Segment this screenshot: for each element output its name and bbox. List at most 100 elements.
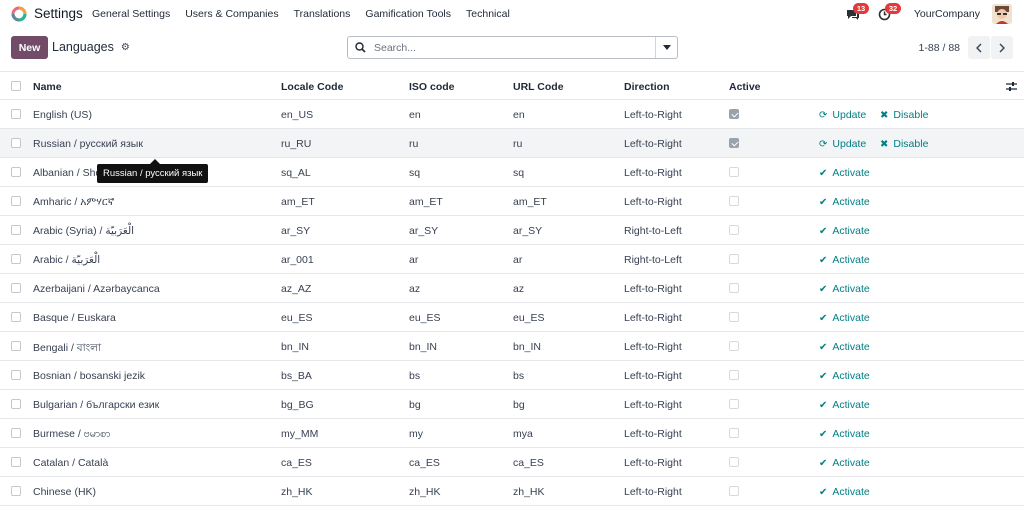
menu-gamification-tools[interactable]: Gamification Tools [365, 8, 452, 20]
systray: 13 32 YourCompany [832, 3, 1012, 24]
activate-label: Activate [832, 254, 870, 266]
cell-url-code: az [513, 283, 525, 295]
search-input[interactable] [374, 41, 655, 54]
table-row[interactable]: Albanian / Shqip sq_AL sq sq Left-to-Right ✔ A… [0, 158, 1024, 187]
activate-button[interactable]: ✔ Activate [819, 341, 870, 353]
menu-general-settings[interactable]: General Settings [92, 8, 171, 20]
column-direction[interactable]: Direction [624, 81, 670, 93]
disable-button[interactable]: ✖ Disable [880, 109, 928, 121]
activate-button[interactable]: ✔ Activate [819, 457, 870, 469]
table-row[interactable]: Catalan / Català ca_ES ca_ES ca_ES Left-to-R… [0, 448, 1024, 477]
new-button[interactable]: New [11, 36, 48, 59]
activate-button[interactable]: ✔ Activate [819, 167, 870, 179]
cell-iso-code: ar_SY [409, 225, 439, 237]
table-row[interactable]: Arabic / الْعَرَبيّة ar_001 ar ar Right-to-L… [0, 245, 1024, 274]
odoo-logo-icon[interactable] [11, 6, 27, 22]
row-checkbox[interactable] [11, 486, 21, 496]
messaging-button[interactable]: 13 [842, 3, 870, 24]
table-row[interactable]: Burmese / ဗမာစာ my_MM my mya Left-to-Right ✔ A… [0, 419, 1024, 448]
user-avatar[interactable] [992, 4, 1012, 24]
pager-previous-button[interactable] [968, 36, 990, 59]
page-title: Languages [52, 40, 114, 54]
cell-iso-code: bs [409, 370, 421, 382]
disable-button[interactable]: ✖ Disable [880, 138, 928, 150]
pager-next-button[interactable] [991, 36, 1013, 59]
cell-direction: Left-to-Right [624, 196, 682, 208]
menu-translations[interactable]: Translations [293, 8, 351, 20]
cell-name: Chinese (HK) [33, 486, 97, 498]
table-row[interactable]: Bengali / বাংলা bn_IN bn_IN bn_IN Left-to-Ri… [0, 332, 1024, 361]
main-menu: General Settings Users & Companies Trans… [92, 8, 525, 20]
table-row[interactable]: Bulgarian / български език bg_BG bg bg Left-… [0, 390, 1024, 419]
update-button[interactable]: ⟳ Update [819, 109, 866, 121]
activate-button[interactable]: ✔ Activate [819, 225, 870, 237]
menu-users-companies[interactable]: Users & Companies [185, 8, 279, 20]
column-name[interactable]: Name [33, 81, 62, 93]
disable-label: Disable [893, 109, 929, 121]
cell-iso-code: sq [409, 167, 421, 179]
cell-locale-code: bg_BG [281, 399, 314, 411]
activate-button[interactable]: ✔ Activate [819, 486, 870, 498]
table-row[interactable]: Basque / Euskara eu_ES eu_ES eu_ES Left-to-R… [0, 303, 1024, 332]
cell-direction: Left-to-Right [624, 167, 682, 179]
optional-columns-icon[interactable] [1006, 81, 1017, 95]
cell-locale-code: ar_SY [281, 225, 311, 237]
search-options-toggle[interactable] [655, 37, 677, 58]
table-row[interactable]: Azerbaijani / Azərbaycanca az_AZ az az Left-… [0, 274, 1024, 303]
activate-button[interactable]: ✔ Activate [819, 399, 870, 411]
table-row[interactable]: Amharic / አምሃርኛ am_ET am_ET am_ET Left-to-Ri… [0, 187, 1024, 216]
row-checkbox[interactable] [11, 254, 21, 264]
close-icon: ✖ [880, 109, 889, 121]
gear-icon[interactable]: ⚙ [120, 41, 130, 53]
row-checkbox[interactable] [11, 312, 21, 322]
activities-button[interactable]: 32 [874, 3, 902, 24]
row-checkbox[interactable] [11, 196, 21, 206]
row-checkbox[interactable] [11, 225, 21, 235]
table-row[interactable]: English (US) en_US en en Left-to-Right ⟳ Updat… [0, 100, 1024, 129]
menu-technical[interactable]: Technical [466, 8, 510, 20]
activate-button[interactable]: ✔ Activate [819, 428, 870, 440]
table-row[interactable]: Chinese (HK) zh_HK zh_HK zh_HK Left-to-Right… [0, 477, 1024, 506]
cell-url-code: eu_ES [513, 312, 545, 324]
activate-button[interactable]: ✔ Activate [819, 196, 870, 208]
app-name[interactable]: Settings [34, 6, 83, 21]
company-switcher[interactable]: YourCompany [913, 8, 980, 20]
activate-label: Activate [832, 312, 870, 324]
table-row[interactable]: Bosnian / bosanski jezik bs_BA bs bs Left-to… [0, 361, 1024, 390]
row-checkbox[interactable] [11, 109, 21, 119]
row-checkbox[interactable] [11, 428, 21, 438]
activate-button[interactable]: ✔ Activate [819, 370, 870, 382]
cell-url-code: ar_SY [513, 225, 543, 237]
active-checkbox [729, 225, 739, 235]
check-icon: ✔ [819, 196, 828, 208]
row-checkbox[interactable] [11, 457, 21, 467]
cell-url-code: ar [513, 254, 523, 266]
column-locale-code[interactable]: Locale Code [281, 81, 344, 93]
activate-button[interactable]: ✔ Activate [819, 283, 870, 295]
check-icon: ✔ [819, 486, 828, 498]
activate-button[interactable]: ✔ Activate [819, 254, 870, 266]
table-row[interactable]: Arabic (Syria) / الْعَرَبيّة ar_SY ar_SY ar… [0, 216, 1024, 245]
cell-name: Russian / русский язык [33, 138, 143, 150]
cell-name: Amharic / አምሃርኛ [33, 196, 115, 208]
column-iso-code[interactable]: ISO code [409, 81, 455, 93]
cell-name: Bulgarian / български език [33, 399, 160, 411]
cell-direction: Left-to-Right [624, 109, 682, 121]
cell-direction: Left-to-Right [624, 428, 682, 440]
update-button[interactable]: ⟳ Update [819, 138, 866, 150]
column-url-code[interactable]: URL Code [513, 81, 564, 93]
row-checkbox[interactable] [11, 283, 21, 293]
row-checkbox[interactable] [11, 399, 21, 409]
cell-locale-code: sq_AL [281, 167, 311, 179]
top-navbar: Settings General Settings Users & Compan… [0, 0, 1024, 28]
row-checkbox[interactable] [11, 370, 21, 380]
pager-value[interactable]: 1-88 / 88 [918, 42, 960, 54]
row-checkbox[interactable] [11, 138, 21, 148]
table-row[interactable]: Russian / русский язык ru_RU ru ru Left-to-R… [0, 129, 1024, 158]
row-checkbox[interactable] [11, 167, 21, 177]
activate-button[interactable]: ✔ Activate [819, 312, 870, 324]
row-checkbox[interactable] [11, 341, 21, 351]
cell-name: Arabic (Syria) / الْعَرَبيّة [33, 225, 135, 237]
select-all-checkbox[interactable] [11, 81, 21, 91]
column-active[interactable]: Active [729, 81, 761, 93]
